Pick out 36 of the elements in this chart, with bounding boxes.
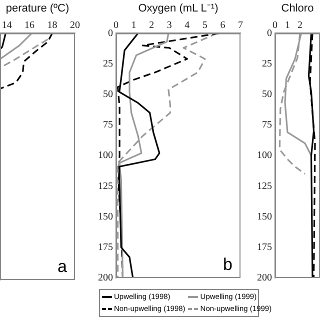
y-tick-label: 0: [267, 28, 272, 39]
x-tick-label: 7: [238, 20, 243, 31]
y-tick-label: 175: [257, 242, 272, 254]
y-tick-label: 125: [98, 180, 113, 192]
x-tick-label: 2: [298, 20, 302, 31]
annotation: a: [58, 257, 68, 276]
x-axis-title: Oxygen (mL L⁻¹): [138, 2, 218, 15]
x-axis-title: perature (ºC): [6, 2, 70, 15]
x-tick-label: 18: [47, 20, 58, 31]
x-tick-label: 5: [202, 20, 208, 31]
y-tick-label: 100: [98, 150, 113, 162]
x-tick-label: 14: [2, 20, 12, 31]
x-tick-label: 20: [70, 20, 80, 31]
y-tick-label: 25: [262, 58, 272, 70]
y-tick-label: 175: [98, 242, 113, 254]
x-tick-label: 1: [131, 20, 136, 31]
y-tick-label: 150: [98, 211, 113, 222]
x-axis-title: Chloro: [281, 2, 314, 15]
x-tick-label: 16: [24, 20, 35, 31]
y-tick-label: 125: [257, 180, 272, 192]
y-tick-label: 75: [262, 120, 272, 131]
y-tick-label: 50: [262, 89, 272, 100]
y-tick-label: 200: [257, 272, 272, 284]
x-tick-label: 1: [285, 20, 290, 31]
x-tick-label: 4: [184, 20, 190, 31]
y-tick-label: 50: [103, 89, 113, 100]
annotation: b: [223, 255, 232, 274]
y-tick-label: 75: [103, 120, 113, 131]
x-tick-label: 2: [149, 20, 154, 31]
x-tick-label: 6: [220, 20, 226, 31]
y-tick-label: 100: [257, 150, 272, 162]
y-tick-label: 25: [103, 58, 113, 70]
x-tick-label: 3: [166, 20, 172, 31]
y-tick-label: 150: [257, 211, 272, 222]
y-tick-label: 200: [98, 272, 113, 284]
y-tick-label: 0: [108, 28, 113, 39]
